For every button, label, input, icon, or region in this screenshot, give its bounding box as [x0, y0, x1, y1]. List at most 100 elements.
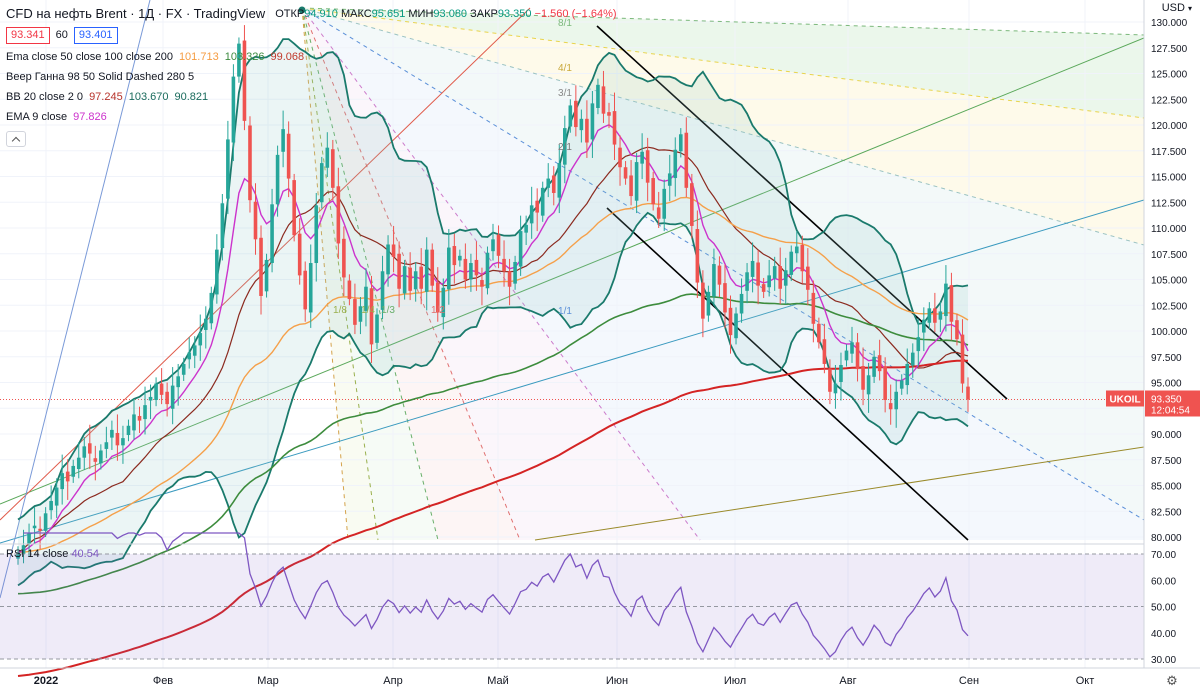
candle-body: [778, 266, 783, 289]
price-tick-label: 102.500: [1151, 301, 1188, 312]
indicator-ema-triple[interactable]: Ema close 50 close 100 close 200 101.713…: [6, 51, 305, 63]
candle-body: [728, 307, 733, 336]
rsi-legend[interactable]: RSI 14 close 40.54: [6, 548, 99, 560]
candle-body: [369, 288, 374, 345]
candle-body: [270, 204, 274, 264]
price-tick-label: 87.500: [1151, 456, 1182, 467]
price-tick-label: 97.500: [1151, 353, 1182, 364]
price-tick-label: 117.500: [1151, 147, 1187, 158]
candle-body: [579, 118, 584, 131]
candle-body: [458, 255, 462, 261]
candle-body: [844, 350, 849, 361]
gann-fan-labels: 8/1 4/1 3/1 2/1 1/1 1/8 1/4 1/3 1/2: [333, 18, 572, 317]
candle-body: [518, 231, 523, 267]
rsi-tick-label: 30.00: [1151, 655, 1176, 666]
candle-body: [651, 178, 655, 205]
candle-body: [529, 205, 534, 224]
rsi-tick-label: 60.00: [1151, 576, 1176, 587]
candle-body: [170, 385, 175, 409]
candle-body: [916, 337, 921, 352]
candle-body: [772, 266, 777, 279]
candle-body: [502, 258, 506, 272]
candle-body: [557, 163, 562, 198]
ema-50-line: [17, 196, 969, 554]
candle-body: [546, 178, 551, 188]
candle-body: [673, 149, 678, 179]
spread-value: 60: [55, 29, 68, 41]
candle-body: [877, 355, 882, 372]
candle-body: [342, 238, 346, 278]
settings-gear-icon[interactable]: ⚙: [1166, 674, 1178, 689]
indicator-bollinger[interactable]: BB 20 close 2 0 97.245 103.670 90.821: [6, 91, 209, 103]
bollinger-bands: [17, 38, 969, 587]
ema-200-line: [17, 359, 969, 677]
candle-body: [165, 391, 169, 405]
candle-body: [314, 205, 319, 264]
gann-fan-label: 1/8: [333, 305, 347, 316]
candle-body: [248, 125, 252, 201]
gann-fan-label: 8/1: [558, 18, 572, 29]
time-tick-label: Авг: [839, 675, 856, 687]
candle-body: [822, 339, 827, 364]
candle-body: [817, 323, 821, 343]
bid-box[interactable]: 93.341: [6, 26, 50, 44]
gann-fan-line: [301, 7, 1145, 119]
candle-body: [126, 425, 131, 436]
candle-body: [507, 271, 512, 287]
candle-body: [325, 147, 330, 168]
candle-body: [441, 287, 446, 318]
candle-body: [601, 86, 606, 114]
candle-body: [198, 333, 203, 346]
ema-9-line: [17, 124, 969, 554]
last-price-label: 93.350: [1151, 394, 1182, 405]
candle-body: [452, 246, 457, 266]
candlestick-series: [16, 25, 970, 565]
candle-body: [944, 283, 948, 317]
candle-body: [640, 151, 644, 164]
grid-lines: [0, 0, 1144, 668]
candle-body: [734, 313, 738, 339]
candle-body: [386, 244, 390, 275]
candle-body: [397, 253, 401, 289]
candle-body: [132, 414, 136, 431]
candle-body: [181, 363, 186, 375]
time-tick-label: Мар: [257, 675, 279, 687]
candle-body: [723, 283, 727, 313]
symbol-title[interactable]: CFD на нефть Brent · 1Д · FX · TradingVi…: [6, 6, 266, 21]
currency-label[interactable]: USD ▾: [1161, 2, 1192, 14]
price-tick-label: 95.000: [1151, 379, 1182, 390]
candle-body: [187, 352, 192, 360]
candle-body: [563, 128, 567, 165]
candle-body: [861, 366, 865, 390]
trend-line: [0, 0, 151, 599]
candle-body: [480, 280, 484, 287]
candle-body: [65, 471, 70, 482]
candle-body: [49, 500, 53, 511]
candle-body: [76, 457, 81, 470]
rsi-tick-label: 40.00: [1151, 629, 1176, 640]
candle-body: [855, 342, 860, 370]
indicator-ema9[interactable]: EMA 9 close 97.826: [6, 111, 107, 123]
candle-body: [242, 40, 247, 121]
gann-fan-line: [301, 7, 439, 541]
trend-line: [534, 446, 1145, 541]
candle-body: [60, 473, 64, 490]
indicator-gann-fan[interactable]: Веер Ганна 98 50 Solid Dashed 280 5: [6, 71, 195, 83]
candle-body: [750, 260, 755, 277]
candle-body: [596, 84, 600, 109]
candle-body: [783, 270, 788, 286]
candle-body: [684, 132, 689, 188]
gann-fan-line: [301, 7, 701, 541]
candle-body: [110, 429, 114, 438]
collapse-legend-button[interactable]: [6, 131, 26, 147]
gann-fan-label: 1/2: [431, 305, 445, 316]
candle-body: [154, 383, 158, 401]
candle-body: [618, 147, 622, 168]
price-tick-label: 112.500: [1151, 198, 1187, 209]
gann-fan-line: [301, 7, 1145, 246]
candle-body: [966, 386, 970, 400]
candle-body: [237, 43, 241, 77]
candle-body: [927, 308, 932, 323]
ask-box[interactable]: 93.401: [73, 26, 118, 44]
